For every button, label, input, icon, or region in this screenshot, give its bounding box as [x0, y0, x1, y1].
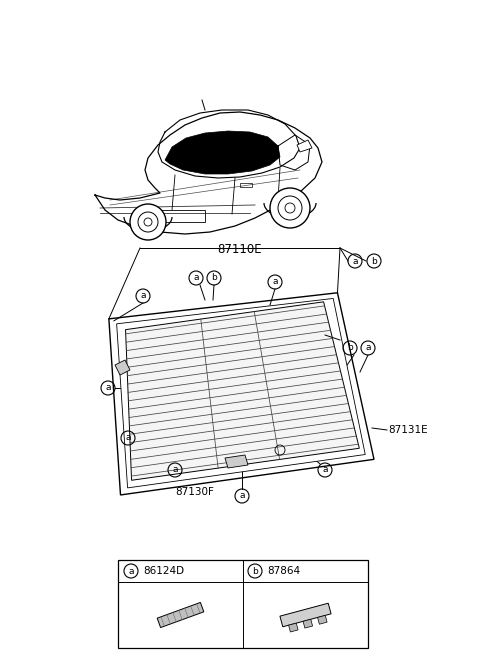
- Text: a: a: [193, 274, 199, 283]
- Text: b: b: [252, 567, 258, 575]
- Text: a: a: [105, 384, 111, 392]
- Text: a: a: [125, 434, 131, 443]
- Circle shape: [130, 204, 166, 240]
- Text: a: a: [272, 277, 278, 287]
- Text: b: b: [371, 256, 377, 266]
- Bar: [118, 560, 368, 648]
- Text: a: a: [239, 491, 245, 501]
- Text: 87130F: 87130F: [176, 487, 215, 497]
- Polygon shape: [157, 602, 204, 628]
- Text: a: a: [140, 291, 146, 300]
- Polygon shape: [280, 604, 331, 626]
- Text: b: b: [347, 344, 353, 352]
- Polygon shape: [117, 298, 365, 488]
- Text: 86124D: 86124D: [143, 566, 184, 576]
- Text: 87131E: 87131E: [388, 425, 428, 435]
- Text: a: a: [352, 256, 358, 266]
- Text: a: a: [172, 466, 178, 474]
- Text: b: b: [211, 274, 217, 283]
- Polygon shape: [297, 140, 312, 152]
- Polygon shape: [109, 293, 374, 495]
- Text: 87110E: 87110E: [218, 243, 262, 256]
- Polygon shape: [115, 360, 130, 375]
- Text: 87864: 87864: [267, 566, 300, 576]
- Bar: [155, 210, 205, 222]
- Polygon shape: [225, 455, 248, 468]
- Text: a: a: [365, 344, 371, 352]
- Circle shape: [270, 188, 310, 228]
- Polygon shape: [318, 615, 327, 625]
- Polygon shape: [165, 131, 280, 174]
- Text: a: a: [322, 466, 328, 474]
- Bar: [240, 183, 252, 187]
- Text: a: a: [128, 567, 134, 575]
- Polygon shape: [126, 302, 360, 480]
- Polygon shape: [303, 619, 312, 628]
- Polygon shape: [288, 623, 298, 632]
